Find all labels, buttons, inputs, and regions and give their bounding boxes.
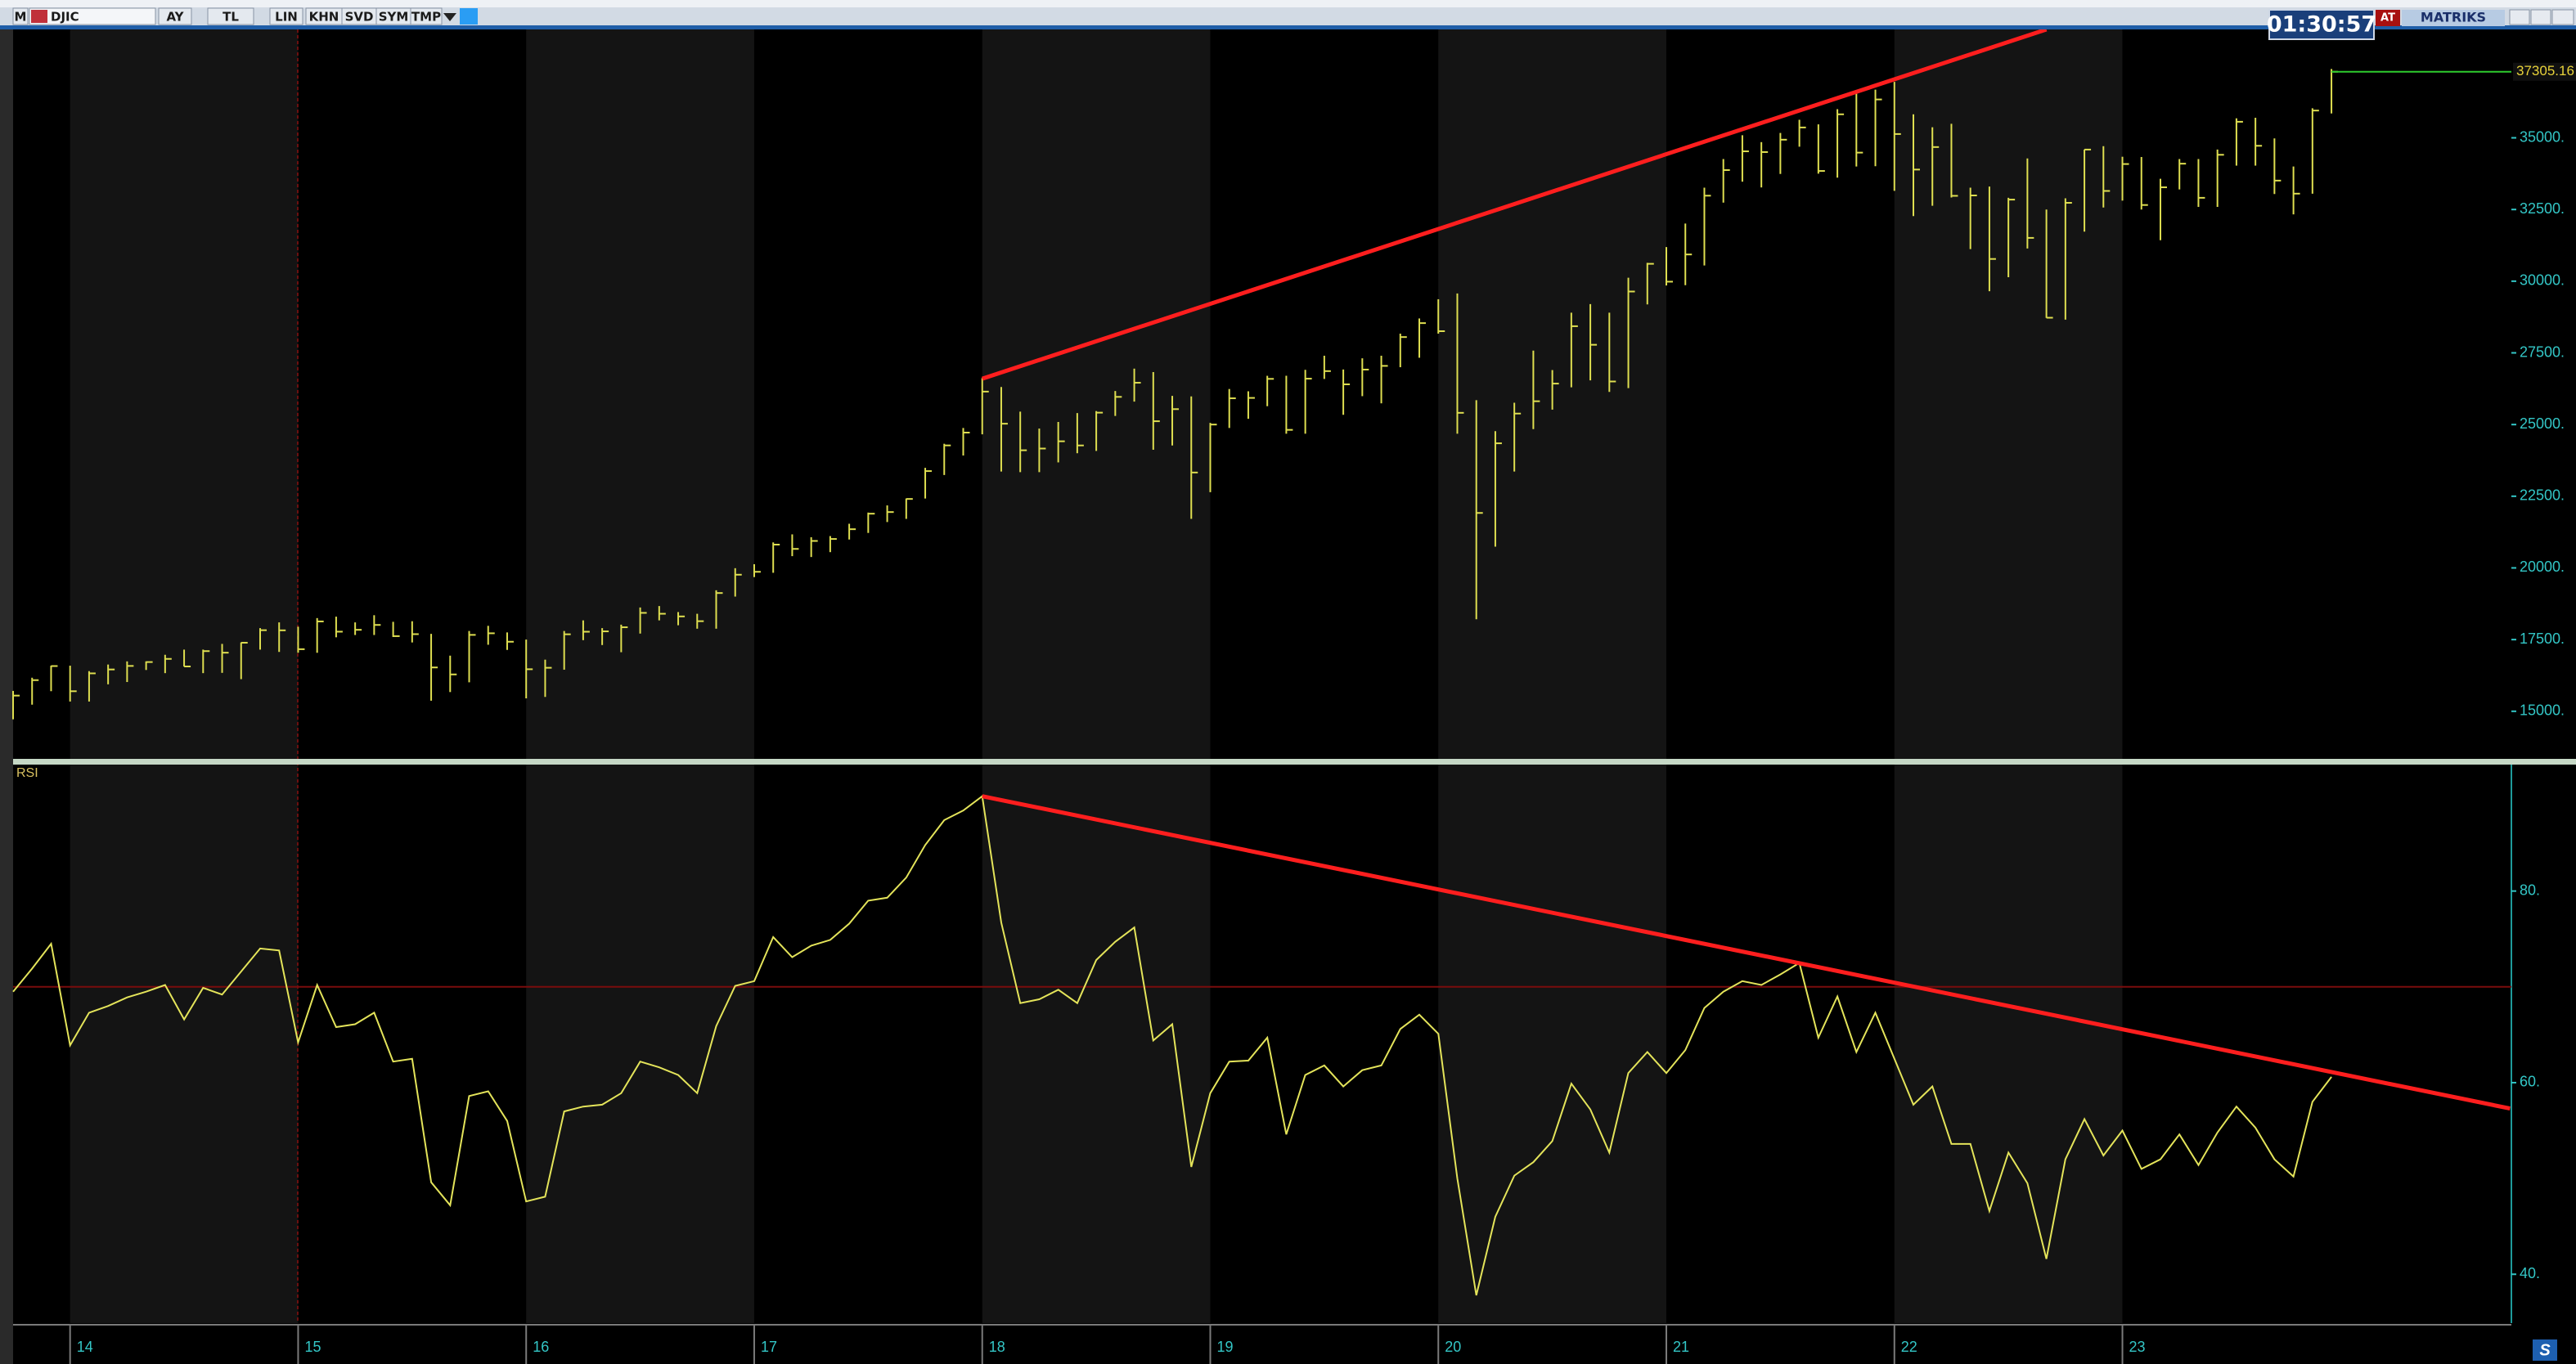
year-band xyxy=(70,29,299,759)
last-price-box xyxy=(2513,62,2576,81)
app-icon-glyph: S xyxy=(2539,1341,2551,1359)
y-tick-label: 32500. xyxy=(2520,200,2565,217)
year-band xyxy=(1894,29,2123,759)
rsi-title: RSI xyxy=(16,766,38,780)
last-price-label: 37305.16 xyxy=(2516,63,2574,79)
y-tick-label: 60. xyxy=(2520,1074,2540,1090)
year-bands xyxy=(70,29,2123,1323)
x-tick-label: 20 xyxy=(1445,1339,1461,1355)
toolbar-buttons: M DJIC AY TL LIN KHN SVD SYM TMP xyxy=(12,7,478,25)
y-tick-label: 17500. xyxy=(2520,630,2565,647)
toolbar-border xyxy=(0,25,2576,29)
year-band xyxy=(70,765,299,1323)
toolbar-button-label: KHN xyxy=(309,10,339,25)
x-tick-label: 15 xyxy=(304,1339,321,1355)
toolbar-button-label: M xyxy=(15,10,27,25)
toolbar-button-label: TL xyxy=(223,10,239,25)
y-tick-label: 27500. xyxy=(2520,343,2565,360)
plot: 14 15 16 17 18 19 20 21 22 23 15000. 17500. 20000. 22… xyxy=(12,29,2576,1364)
badge-box xyxy=(2376,10,2400,26)
toolbar-button[interactable] xyxy=(410,7,443,25)
trendline xyxy=(981,29,2048,381)
clock: 01:30:57 xyxy=(2267,12,2376,38)
year-band xyxy=(526,765,754,1323)
toolbar-button-label: DJIC xyxy=(51,10,79,25)
toolbar-button[interactable] xyxy=(158,7,192,25)
x-tick-label: 22 xyxy=(1901,1339,1917,1355)
trendline xyxy=(982,794,2511,1111)
close-button[interactable] xyxy=(2551,9,2574,25)
rsi-line xyxy=(12,794,2332,1296)
x-tick-label: 17 xyxy=(761,1339,777,1355)
clock-box xyxy=(2268,9,2375,40)
x-tick-label: 23 xyxy=(2129,1339,2146,1355)
x-tick-label: 16 xyxy=(533,1339,549,1355)
toolbar-button[interactable] xyxy=(269,7,303,25)
y-tick-label: 30000. xyxy=(2520,272,2565,289)
y-tick-label: 80. xyxy=(2520,882,2540,898)
y-tick-label: 40. xyxy=(2520,1265,2540,1281)
year-band xyxy=(526,29,754,759)
year-band xyxy=(982,29,1211,759)
y-tick-label: 35000. xyxy=(2520,128,2565,145)
y-tick-label: 15000. xyxy=(2520,702,2565,719)
toolbar-top xyxy=(0,0,2576,7)
toolbar-button-label: SVD xyxy=(345,10,374,25)
x-tick-label: 18 xyxy=(989,1339,1005,1355)
brand-box xyxy=(2402,10,2505,26)
twitter-button[interactable] xyxy=(460,8,478,25)
x-axis-strip xyxy=(13,1325,2576,1364)
toolbar-button[interactable] xyxy=(207,7,254,25)
year-band xyxy=(1894,765,2123,1323)
y-tick-label: 25000. xyxy=(2520,415,2565,432)
toolbar-button-label: LIN xyxy=(275,10,298,25)
pane-separator xyxy=(13,759,2576,765)
toolbar-button-label: TMP xyxy=(411,10,441,25)
toolbar-button-label: SYM xyxy=(379,10,409,25)
dropdown[interactable] xyxy=(443,13,456,21)
toolbar-button-label: AY xyxy=(166,10,184,25)
x-tick-label: 19 xyxy=(1216,1339,1233,1355)
minimize-button[interactable] xyxy=(2509,9,2530,25)
x-tick-label: 21 xyxy=(1673,1339,1689,1355)
left-border xyxy=(0,29,13,1364)
maximize-button[interactable] xyxy=(2530,9,2551,25)
y-tick-label: 20000. xyxy=(2520,559,2565,575)
year-band xyxy=(1438,765,1667,1323)
toolbar-button[interactable] xyxy=(29,7,156,25)
toolbar-button[interactable] xyxy=(12,7,29,25)
symbol-icon xyxy=(31,10,47,23)
brand: MATRIKS xyxy=(2421,10,2486,25)
y-tick-label: 22500. xyxy=(2520,487,2565,504)
year-band xyxy=(982,765,1211,1323)
badge: AT xyxy=(2380,12,2395,25)
app-icon xyxy=(2533,1339,2557,1361)
x-tick-label: 14 xyxy=(77,1339,93,1355)
